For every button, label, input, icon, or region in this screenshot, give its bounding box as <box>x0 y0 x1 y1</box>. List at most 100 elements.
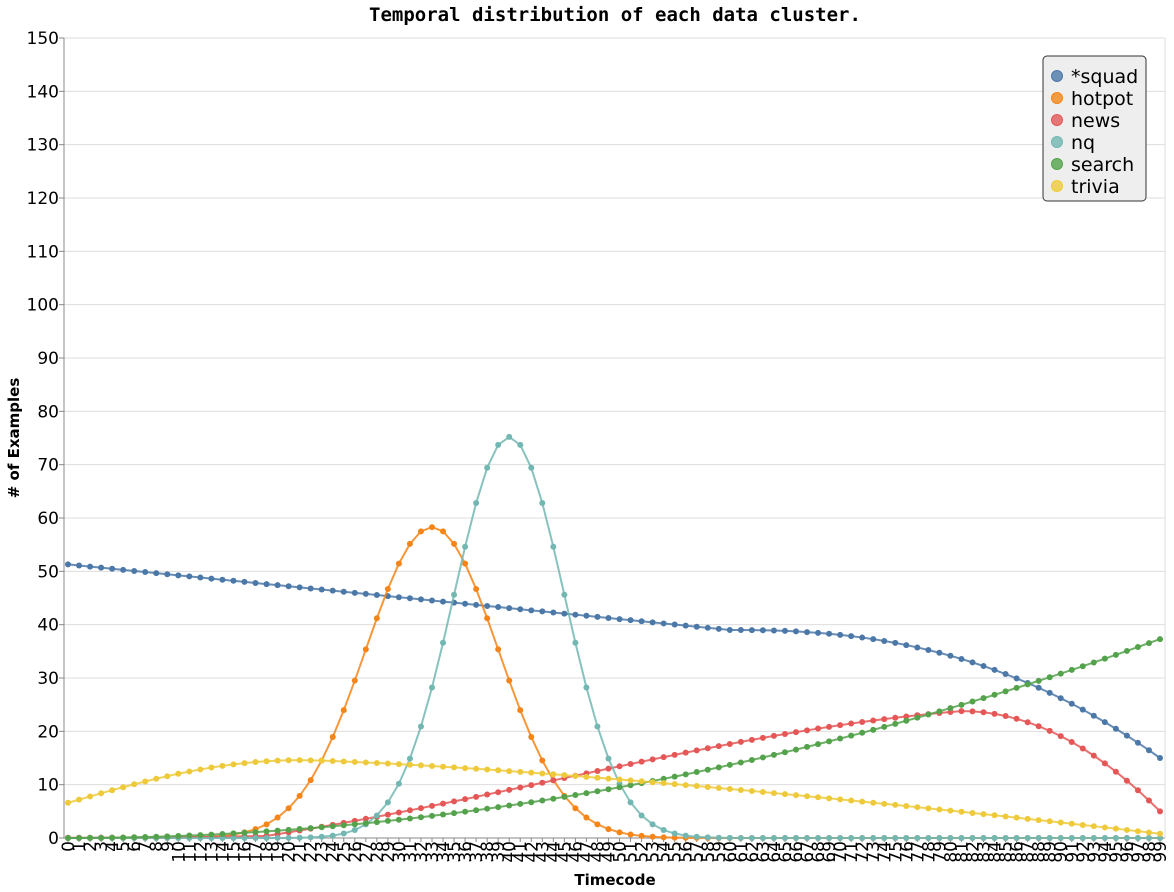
data-point <box>274 834 281 841</box>
legend-swatch <box>1051 180 1063 192</box>
x-tick-label: 85 <box>997 841 1017 863</box>
y-tick-label: 10 <box>37 776 59 796</box>
data-point <box>451 540 458 547</box>
x-tick-label: 68 <box>809 841 829 863</box>
data-point <box>1145 747 1152 754</box>
y-tick-label: 60 <box>37 509 59 529</box>
data-point <box>715 764 722 771</box>
data-point <box>671 830 678 837</box>
data-point <box>781 731 788 738</box>
x-tick-label: 64 <box>765 841 785 863</box>
data-point <box>373 615 380 622</box>
data-point <box>892 801 899 808</box>
data-point <box>1024 835 1031 841</box>
x-tick-label: 55 <box>666 841 686 863</box>
x-tick-label: 66 <box>787 841 807 863</box>
x-tick-label: 58 <box>699 841 719 863</box>
x-tick-label: 40 <box>500 841 520 863</box>
data-point <box>958 708 965 715</box>
data-point <box>759 754 766 761</box>
data-point <box>958 701 965 708</box>
data-point <box>1013 675 1020 682</box>
data-point <box>837 631 844 638</box>
data-point <box>329 758 336 765</box>
data-point <box>528 464 535 471</box>
data-point <box>748 627 755 634</box>
data-point <box>914 644 921 651</box>
data-point <box>704 766 711 773</box>
data-point <box>1112 768 1119 775</box>
y-tick-label: 130 <box>27 136 59 156</box>
data-point <box>384 760 391 767</box>
x-tick-label: 76 <box>897 841 917 863</box>
series-line <box>67 638 1161 839</box>
data-point <box>726 761 733 768</box>
data-point <box>1101 824 1108 831</box>
data-point <box>395 816 402 823</box>
data-point <box>1002 835 1009 841</box>
data-point <box>120 566 127 573</box>
data-point <box>881 835 888 841</box>
data-point <box>263 821 270 828</box>
x-tick-label: 14 <box>213 841 233 863</box>
x-tick-label: 15 <box>224 841 244 863</box>
data-point <box>1057 670 1064 677</box>
data-point <box>793 746 799 753</box>
legend-label: search <box>1071 154 1134 176</box>
data-point <box>351 758 358 765</box>
data-point <box>462 560 469 567</box>
data-point <box>241 829 248 836</box>
data-point <box>583 814 590 821</box>
data-point <box>1134 644 1141 651</box>
data-point <box>153 570 160 577</box>
data-point <box>329 823 336 830</box>
data-point <box>594 821 601 828</box>
data-point <box>1046 689 1053 696</box>
data-point <box>1013 715 1020 722</box>
data-point <box>726 834 733 841</box>
data-point <box>550 795 557 802</box>
data-point <box>495 604 502 611</box>
data-point <box>440 528 447 535</box>
data-point <box>87 793 94 800</box>
data-point <box>1035 684 1042 691</box>
data-point <box>417 805 424 812</box>
x-tick-label: 2 <box>81 841 101 852</box>
data-point <box>594 767 601 774</box>
data-point <box>451 764 458 771</box>
data-point <box>991 666 998 673</box>
data-point <box>120 834 127 841</box>
legend-swatch <box>1051 158 1063 170</box>
data-point <box>671 773 678 780</box>
data-point <box>682 622 689 629</box>
data-point <box>473 793 480 800</box>
data-point <box>660 827 667 834</box>
x-tick-label: 22 <box>302 841 322 863</box>
data-point <box>340 822 347 829</box>
data-point <box>484 805 491 812</box>
x-tick-label: 50 <box>611 841 631 863</box>
data-point <box>473 500 480 506</box>
data-point <box>1123 732 1130 739</box>
data-point <box>1123 777 1130 784</box>
data-point <box>1035 723 1042 730</box>
data-point <box>351 677 358 684</box>
data-point <box>550 777 557 784</box>
data-point <box>616 829 623 836</box>
data-point <box>1013 684 1020 691</box>
data-point <box>594 613 601 620</box>
x-tick-label: 43 <box>533 841 553 863</box>
data-point <box>815 725 822 732</box>
data-point <box>605 755 612 762</box>
data-point <box>506 768 513 775</box>
grid <box>64 37 1165 839</box>
x-tick-label: 52 <box>633 841 653 863</box>
data-point <box>737 787 744 794</box>
data-point <box>329 587 336 594</box>
data-point <box>770 627 777 634</box>
data-point <box>164 571 171 578</box>
data-point <box>759 834 766 841</box>
data-point <box>1112 651 1119 658</box>
data-point <box>848 720 855 727</box>
x-tick-label: 45 <box>555 841 575 863</box>
